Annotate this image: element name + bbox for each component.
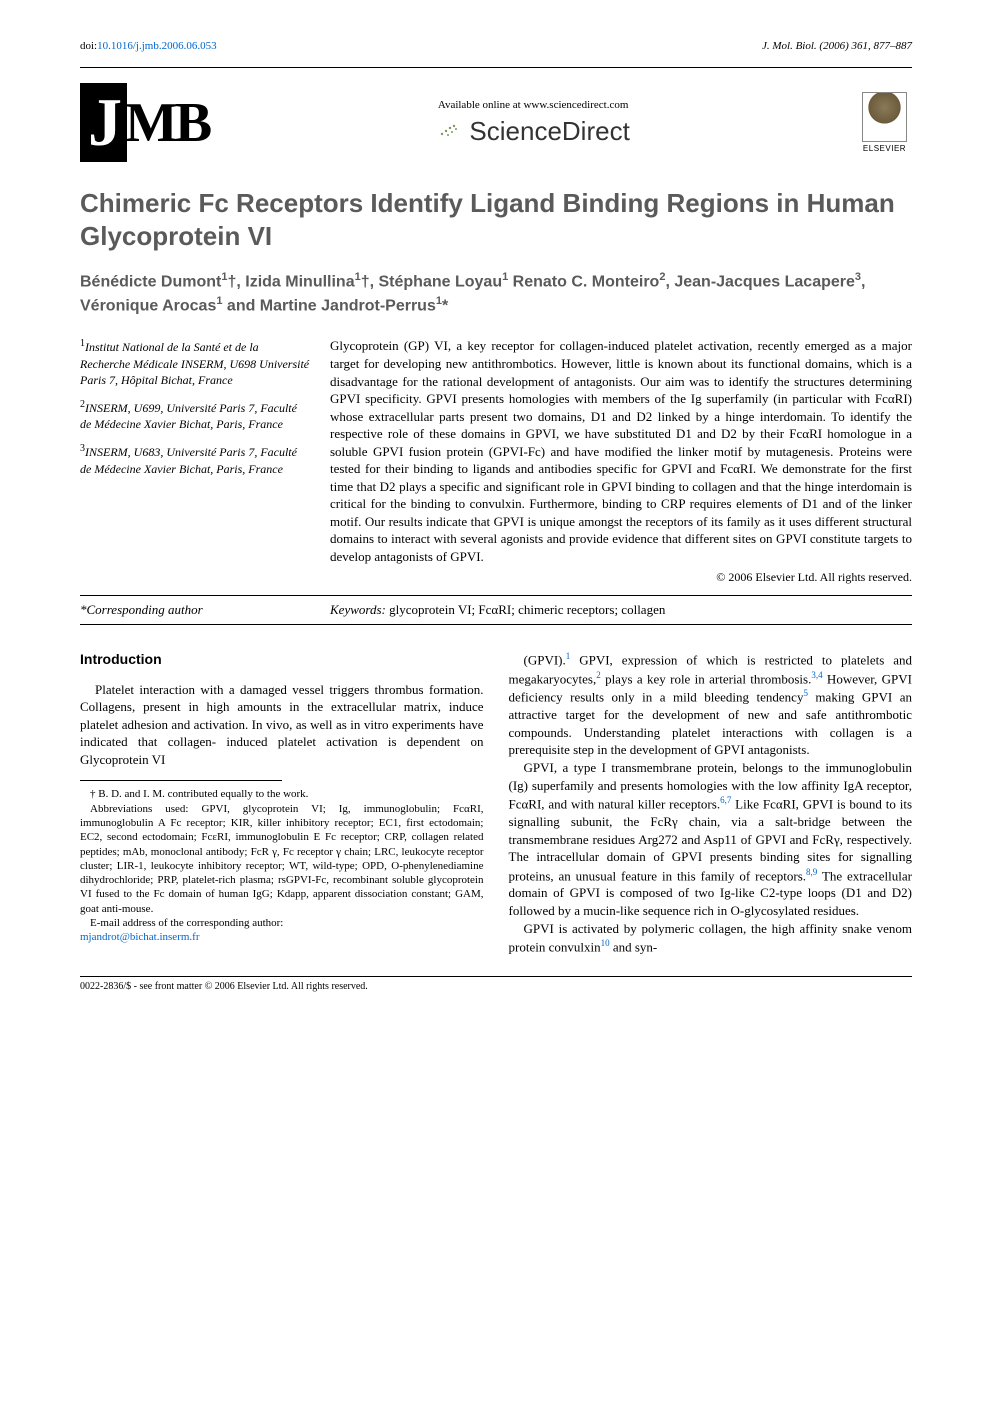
elsevier-label: ELSEVIER xyxy=(857,144,912,153)
affiliation-item: 3INSERM, U683, Université Paris 7, Facul… xyxy=(80,442,310,476)
col2-paragraph-1: (GPVI).1 GPVI, expression of which is re… xyxy=(509,650,913,759)
footnote-email-block: E-mail address of the corresponding auth… xyxy=(80,916,484,945)
doi-link[interactable]: 10.1016/j.jmb.2006.06.053 xyxy=(97,40,216,52)
affiliation-item: 1Institut National de la Santé et de la … xyxy=(80,337,310,388)
keywords-label: Keywords: xyxy=(330,602,386,617)
header-divider xyxy=(80,67,912,68)
abstract-column: Glycoprotein (GP) VI, a key receptor for… xyxy=(330,337,912,584)
keywords-row: *Corresponding author Keywords: glycopro… xyxy=(80,595,912,625)
body-columns: Introduction Platelet interaction with a… xyxy=(80,650,912,956)
sciencedirect-logo: ScienceDirect xyxy=(229,116,837,147)
logo-row: JMB Available online at www.sciencedirec… xyxy=(80,83,912,162)
footnote-abbreviations: Abbreviations used: GPVI, glycoprotein V… xyxy=(80,802,484,916)
ref-link-67[interactable]: 6,7 xyxy=(720,795,731,805)
text-fragment: GPVI is activated by polymeric collagen,… xyxy=(509,921,913,955)
footnote-contribution: † B. D. and I. M. contributed equally to… xyxy=(80,787,484,801)
header-row: doi:10.1016/j.jmb.2006.06.053 J. Mol. Bi… xyxy=(80,40,912,52)
sciencedirect-text: ScienceDirect xyxy=(469,116,629,146)
affiliations-column: 1Institut National de la Santé et de la … xyxy=(80,337,310,584)
doi-block: doi:10.1016/j.jmb.2006.06.053 xyxy=(80,40,217,52)
affiliation-abstract-block: 1Institut National de la Santé et de la … xyxy=(80,337,912,584)
corresponding-email-link[interactable]: mjandrot@bichat.inserm.fr xyxy=(80,931,200,943)
keywords-text: glycoprotein VI; FcαRI; chimeric recepto… xyxy=(389,602,665,617)
article-title: Chimeric Fc Receptors Identify Ligand Bi… xyxy=(80,187,912,252)
intro-paragraph-1: Platelet interaction with a damaged vess… xyxy=(80,681,484,769)
footnotes-block: † B. D. and I. M. contributed equally to… xyxy=(80,787,484,944)
copyright-line: © 2006 Elsevier Ltd. All rights reserved… xyxy=(330,569,912,585)
center-logo-block: Available online at www.sciencedirect.co… xyxy=(229,99,837,147)
bottom-copyright-line: 0022-2836/$ - see front matter © 2006 El… xyxy=(80,976,912,992)
available-online-text: Available online at www.sciencedirect.co… xyxy=(229,99,837,111)
footnote-email-label: E-mail address of the corresponding auth… xyxy=(90,917,283,929)
keywords-block: Keywords: glycoprotein VI; FcαRI; chimer… xyxy=(330,602,912,618)
col2-paragraph-3: GPVI is activated by polymeric collagen,… xyxy=(509,920,913,956)
journal-reference: J. Mol. Biol. (2006) 361, 877–887 xyxy=(762,40,912,52)
affiliation-item: 2INSERM, U699, Université Paris 7, Facul… xyxy=(80,398,310,432)
jmb-logo: JMB xyxy=(80,83,209,162)
ref-link-34[interactable]: 3,4 xyxy=(811,670,822,680)
col2-paragraph-2: GPVI, a type I transmembrane protein, be… xyxy=(509,759,913,920)
doi-prefix: doi: xyxy=(80,40,97,52)
ref-link-10[interactable]: 10 xyxy=(601,938,610,948)
abstract-text: Glycoprotein (GP) VI, a key receptor for… xyxy=(330,338,912,564)
text-fragment: plays a key role in arterial thrombosis. xyxy=(601,671,812,686)
introduction-heading: Introduction xyxy=(80,650,484,669)
elsevier-logo-block: ELSEVIER xyxy=(857,92,912,153)
corresponding-author-label: *Corresponding author xyxy=(80,602,310,618)
ref-link-89[interactable]: 8,9 xyxy=(806,867,817,877)
text-fragment: and syn- xyxy=(610,939,658,954)
jmb-j-icon: J xyxy=(80,83,127,162)
right-column: (GPVI).1 GPVI, expression of which is re… xyxy=(509,650,913,956)
text-fragment: (GPVI). xyxy=(524,652,566,667)
footnote-divider xyxy=(80,780,282,781)
elsevier-tree-icon xyxy=(862,92,907,142)
authors-list: Bénédicte Dumont1†, Izida Minullina1†, S… xyxy=(80,270,912,317)
jmb-text: MB xyxy=(125,91,209,155)
left-column: Introduction Platelet interaction with a… xyxy=(80,650,484,956)
sciencedirect-dots-icon xyxy=(436,116,466,136)
